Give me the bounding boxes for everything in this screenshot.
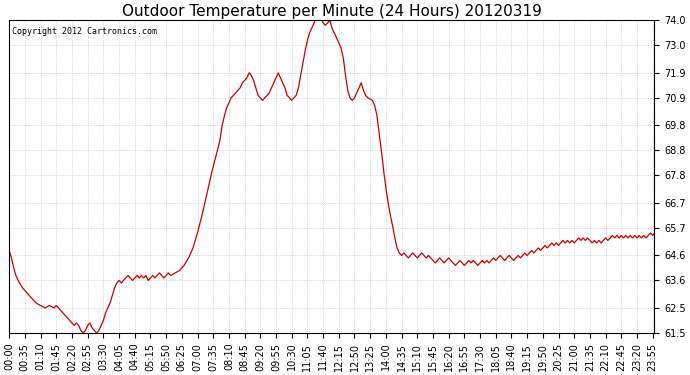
Title: Outdoor Temperature per Minute (24 Hours) 20120319: Outdoor Temperature per Minute (24 Hours… [122, 4, 542, 19]
Text: Copyright 2012 Cartronics.com: Copyright 2012 Cartronics.com [12, 27, 157, 36]
